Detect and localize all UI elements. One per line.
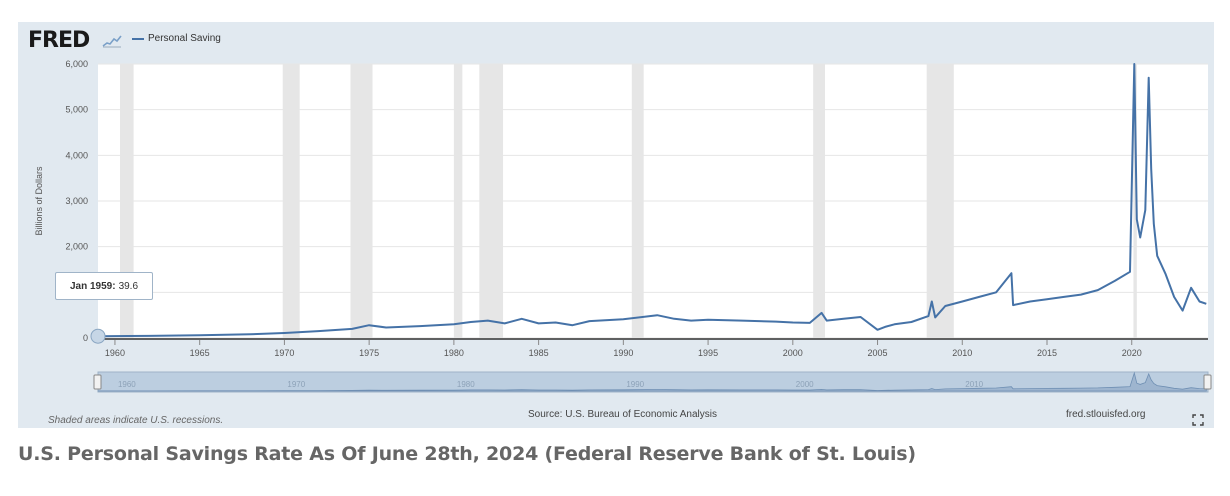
tooltip-value: 39.6	[118, 280, 139, 292]
fred-logo[interactable]: FRED	[28, 28, 90, 53]
legend-swatch	[132, 37, 144, 40]
data-tooltip: Jan 1959: 39.6	[55, 272, 153, 300]
fullscreen-icon[interactable]	[1192, 414, 1204, 426]
x-tick-label: 1995	[698, 348, 718, 358]
y-axis-label: Billions of Dollars	[34, 166, 44, 236]
chart-canvas: 01,0002,0003,0004,0005,0006,000Billions …	[34, 59, 1212, 393]
navigator-handle-left[interactable]	[93, 374, 102, 390]
legend-label: Personal Saving	[148, 33, 221, 44]
x-tick-label: 1970	[274, 348, 294, 358]
page-caption: U.S. Personal Savings Rate As Of June 28…	[18, 443, 916, 465]
y-tick-label: 2,000	[65, 242, 88, 252]
x-tick-label: 1965	[190, 348, 210, 358]
logo-chart-icon	[102, 35, 122, 48]
recession-note: Shaded areas indicate U.S. recessions.	[48, 415, 224, 426]
hover-marker	[90, 328, 106, 344]
fred-chart-panel: 01,0002,0003,0004,0005,0006,000Billions …	[18, 22, 1214, 428]
y-tick-label: 0	[83, 333, 88, 343]
navigator-tick-label: 1970	[287, 380, 305, 389]
y-tick-label: 5,000	[65, 105, 88, 115]
y-tick-label: 6,000	[65, 59, 88, 69]
site-link[interactable]: fred.stlouisfed.org	[1066, 409, 1146, 420]
x-tick-label: 1975	[359, 348, 379, 358]
x-tick-label: 2005	[868, 348, 888, 358]
legend[interactable]: Personal Saving	[132, 33, 221, 44]
x-tick-label: 1990	[613, 348, 633, 358]
x-tick-label: 2020	[1122, 348, 1142, 358]
series-line	[97, 63, 1207, 338]
x-tick-label: 2010	[952, 348, 972, 358]
navigator-tick-label: 1980	[457, 380, 475, 389]
navigator-tick-label: 1960	[118, 380, 136, 389]
x-tick-label: 1985	[529, 348, 549, 358]
tooltip-date: Jan 1959:	[69, 280, 116, 292]
logo-text: FRED	[28, 28, 90, 53]
navigator-tick-label: 2010	[965, 380, 983, 389]
x-tick-label: 1960	[105, 348, 125, 358]
navigator-tick-label: 2000	[796, 380, 814, 389]
x-tick-label: 2000	[783, 348, 803, 358]
x-tick-label: 1980	[444, 348, 464, 358]
navigator-tick-label: 1990	[626, 380, 644, 389]
y-tick-label: 3,000	[65, 196, 88, 206]
navigator-series	[97, 371, 1207, 392]
y-tick-label: 4,000	[65, 150, 88, 160]
navigator-handle-right[interactable]	[1203, 374, 1212, 390]
x-tick-label: 2015	[1037, 348, 1057, 358]
source-note: Source: U.S. Bureau of Economic Analysis	[528, 409, 717, 420]
